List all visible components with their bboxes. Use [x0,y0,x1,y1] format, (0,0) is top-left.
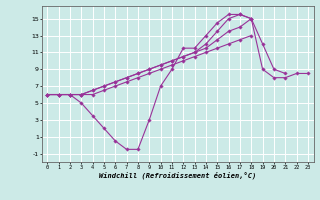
X-axis label: Windchill (Refroidissement éolien,°C): Windchill (Refroidissement éolien,°C) [99,172,256,179]
